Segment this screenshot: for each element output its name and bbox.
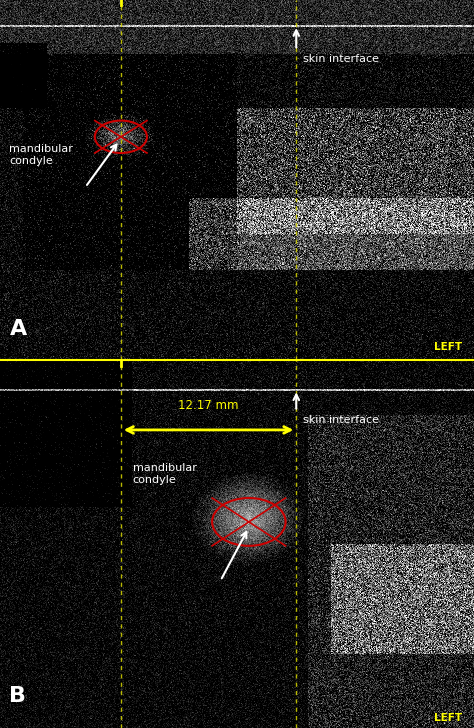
Text: mandibular
condyle: mandibular condyle — [133, 463, 197, 485]
Text: A: A — [9, 319, 27, 339]
Text: B: B — [9, 687, 27, 706]
Text: skin interface: skin interface — [303, 415, 379, 425]
Text: skin interface: skin interface — [303, 54, 379, 64]
Text: 12.17 mm: 12.17 mm — [178, 398, 239, 411]
Text: LEFT: LEFT — [434, 713, 462, 724]
Text: mandibular
condyle: mandibular condyle — [9, 144, 73, 165]
Text: LEFT: LEFT — [434, 342, 462, 352]
